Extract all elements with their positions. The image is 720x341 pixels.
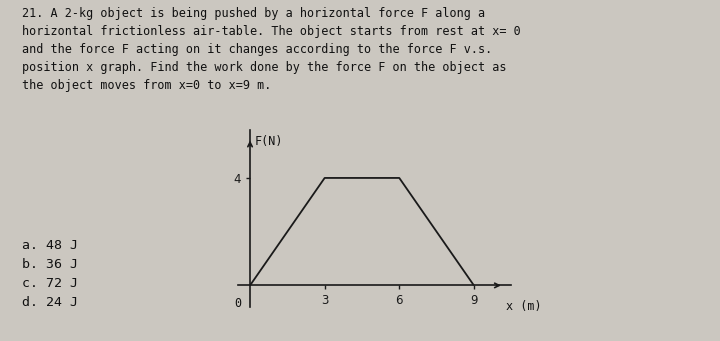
Text: F(N): F(N) xyxy=(255,135,284,148)
Text: a. 48 J
b. 36 J
c. 72 J
d. 24 J: a. 48 J b. 36 J c. 72 J d. 24 J xyxy=(22,239,78,309)
Text: 21. A 2-kg object is being pushed by a horizontal force F along a
horizontal fri: 21. A 2-kg object is being pushed by a h… xyxy=(22,7,521,92)
Text: x (m): x (m) xyxy=(506,300,542,313)
Text: 0: 0 xyxy=(234,297,241,311)
